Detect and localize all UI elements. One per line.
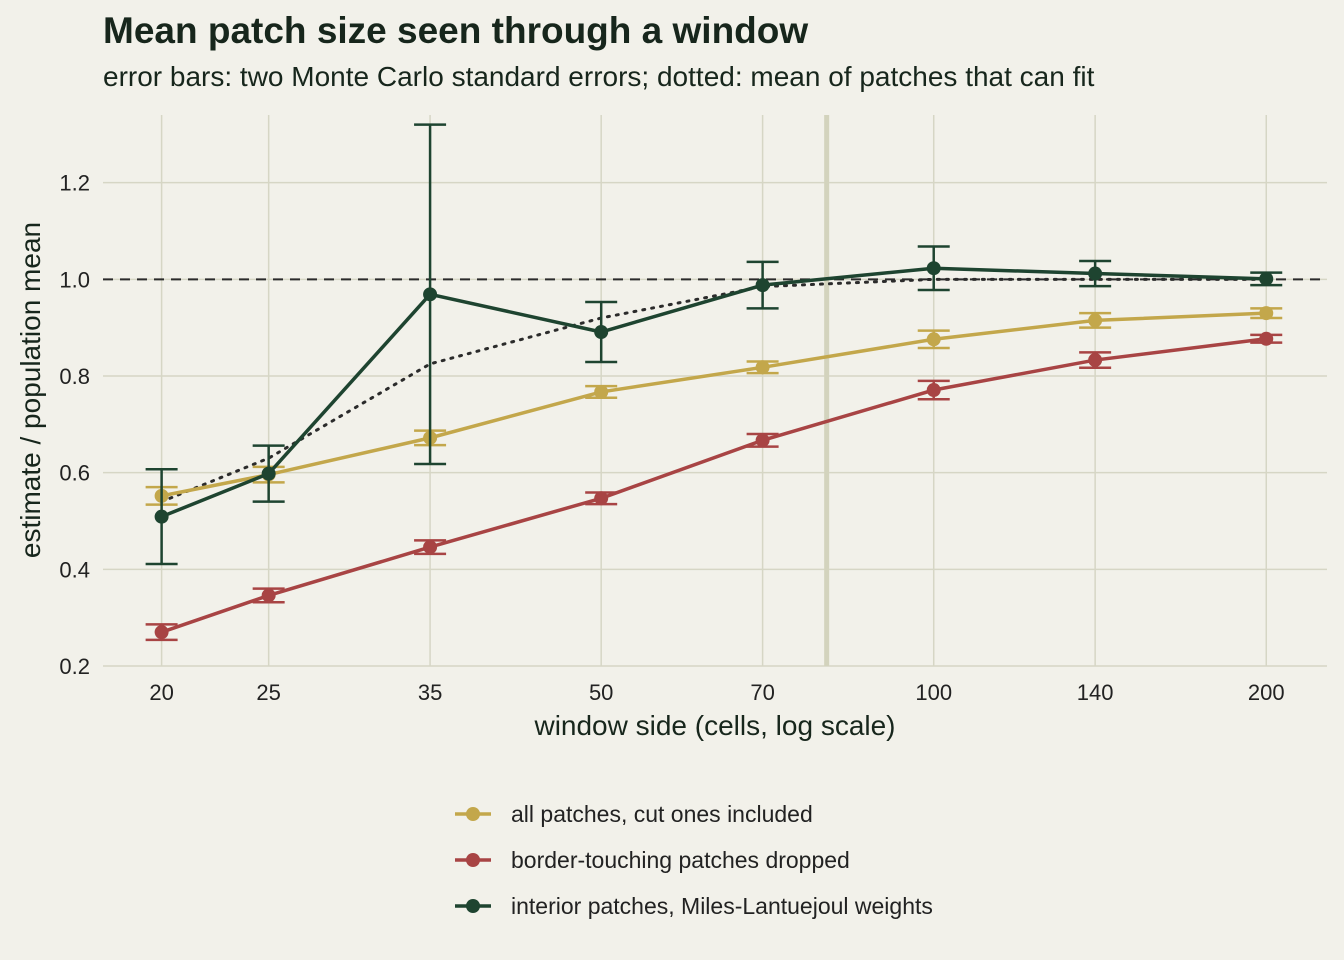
chart-subtitle: error bars: two Monte Carlo standard err…	[103, 61, 1095, 92]
legend-item: border-touching patches dropped	[455, 847, 850, 873]
legend-label: all patches, cut ones included	[511, 801, 813, 827]
data-point	[755, 433, 770, 448]
x-tick-label: 50	[589, 680, 613, 705]
y-tick-label: 0.4	[59, 557, 90, 582]
data-point	[926, 383, 941, 398]
data-point	[1088, 266, 1103, 281]
legend-label: interior patches, Miles-Lantuejoul weigh…	[511, 893, 933, 919]
x-tick-label: 35	[418, 680, 442, 705]
data-point	[926, 261, 941, 276]
y-tick-label: 1.0	[59, 267, 90, 292]
data-point	[755, 278, 770, 293]
data-point	[926, 332, 941, 347]
legend-swatch-marker	[466, 899, 480, 913]
data-point	[423, 287, 438, 302]
legend: all patches, cut ones included border-tou…	[455, 801, 933, 919]
y-tick-label: 0.6	[59, 461, 90, 486]
data-point	[1259, 271, 1274, 286]
legend-label: border-touching patches dropped	[511, 847, 850, 873]
data-point	[154, 625, 169, 640]
x-tick-label: 70	[750, 680, 774, 705]
y-tick-label: 0.8	[59, 364, 90, 389]
x-tick-label: 20	[149, 680, 173, 705]
legend-item: interior patches, Miles-Lantuejoul weigh…	[455, 893, 933, 919]
data-point	[1259, 331, 1274, 346]
x-axis-label: window side (cells, log scale)	[533, 710, 895, 741]
x-tick-label: 140	[1077, 680, 1114, 705]
data-point	[423, 540, 438, 555]
data-point	[261, 466, 276, 481]
x-tick-label: 25	[256, 680, 280, 705]
series-0	[145, 306, 1283, 506]
data-point	[1088, 313, 1103, 328]
series-2	[145, 123, 1283, 566]
data-point	[594, 491, 609, 506]
grid	[103, 115, 1327, 667]
y-axis-label: estimate / population mean	[15, 222, 46, 558]
series-1	[145, 331, 1283, 642]
x-tick-label: 100	[915, 680, 952, 705]
series-line	[161, 311, 1267, 498]
x-tick-label: 200	[1248, 680, 1285, 705]
data-point	[1088, 353, 1103, 368]
series-line	[160, 266, 1267, 519]
series-group	[145, 123, 1283, 642]
data-point	[755, 360, 770, 375]
x-axis-ticks: 20 25 35 50 70 100 140 200	[149, 680, 1284, 705]
data-point	[594, 325, 609, 340]
data-point	[1259, 306, 1274, 321]
data-point	[261, 588, 276, 603]
legend-swatch-marker	[466, 853, 480, 867]
data-point	[594, 384, 609, 399]
series-line	[161, 337, 1267, 634]
chart-title: Mean patch size seen through a window	[103, 10, 809, 51]
legend-item: all patches, cut ones included	[455, 801, 813, 827]
y-tick-label: 0.2	[59, 654, 90, 679]
data-point	[154, 509, 169, 524]
legend-swatch-marker	[466, 807, 480, 821]
y-tick-label: 1.2	[59, 171, 90, 196]
y-axis-ticks: 0.2 0.4 0.6 0.8 1.0 1.2	[59, 171, 90, 679]
